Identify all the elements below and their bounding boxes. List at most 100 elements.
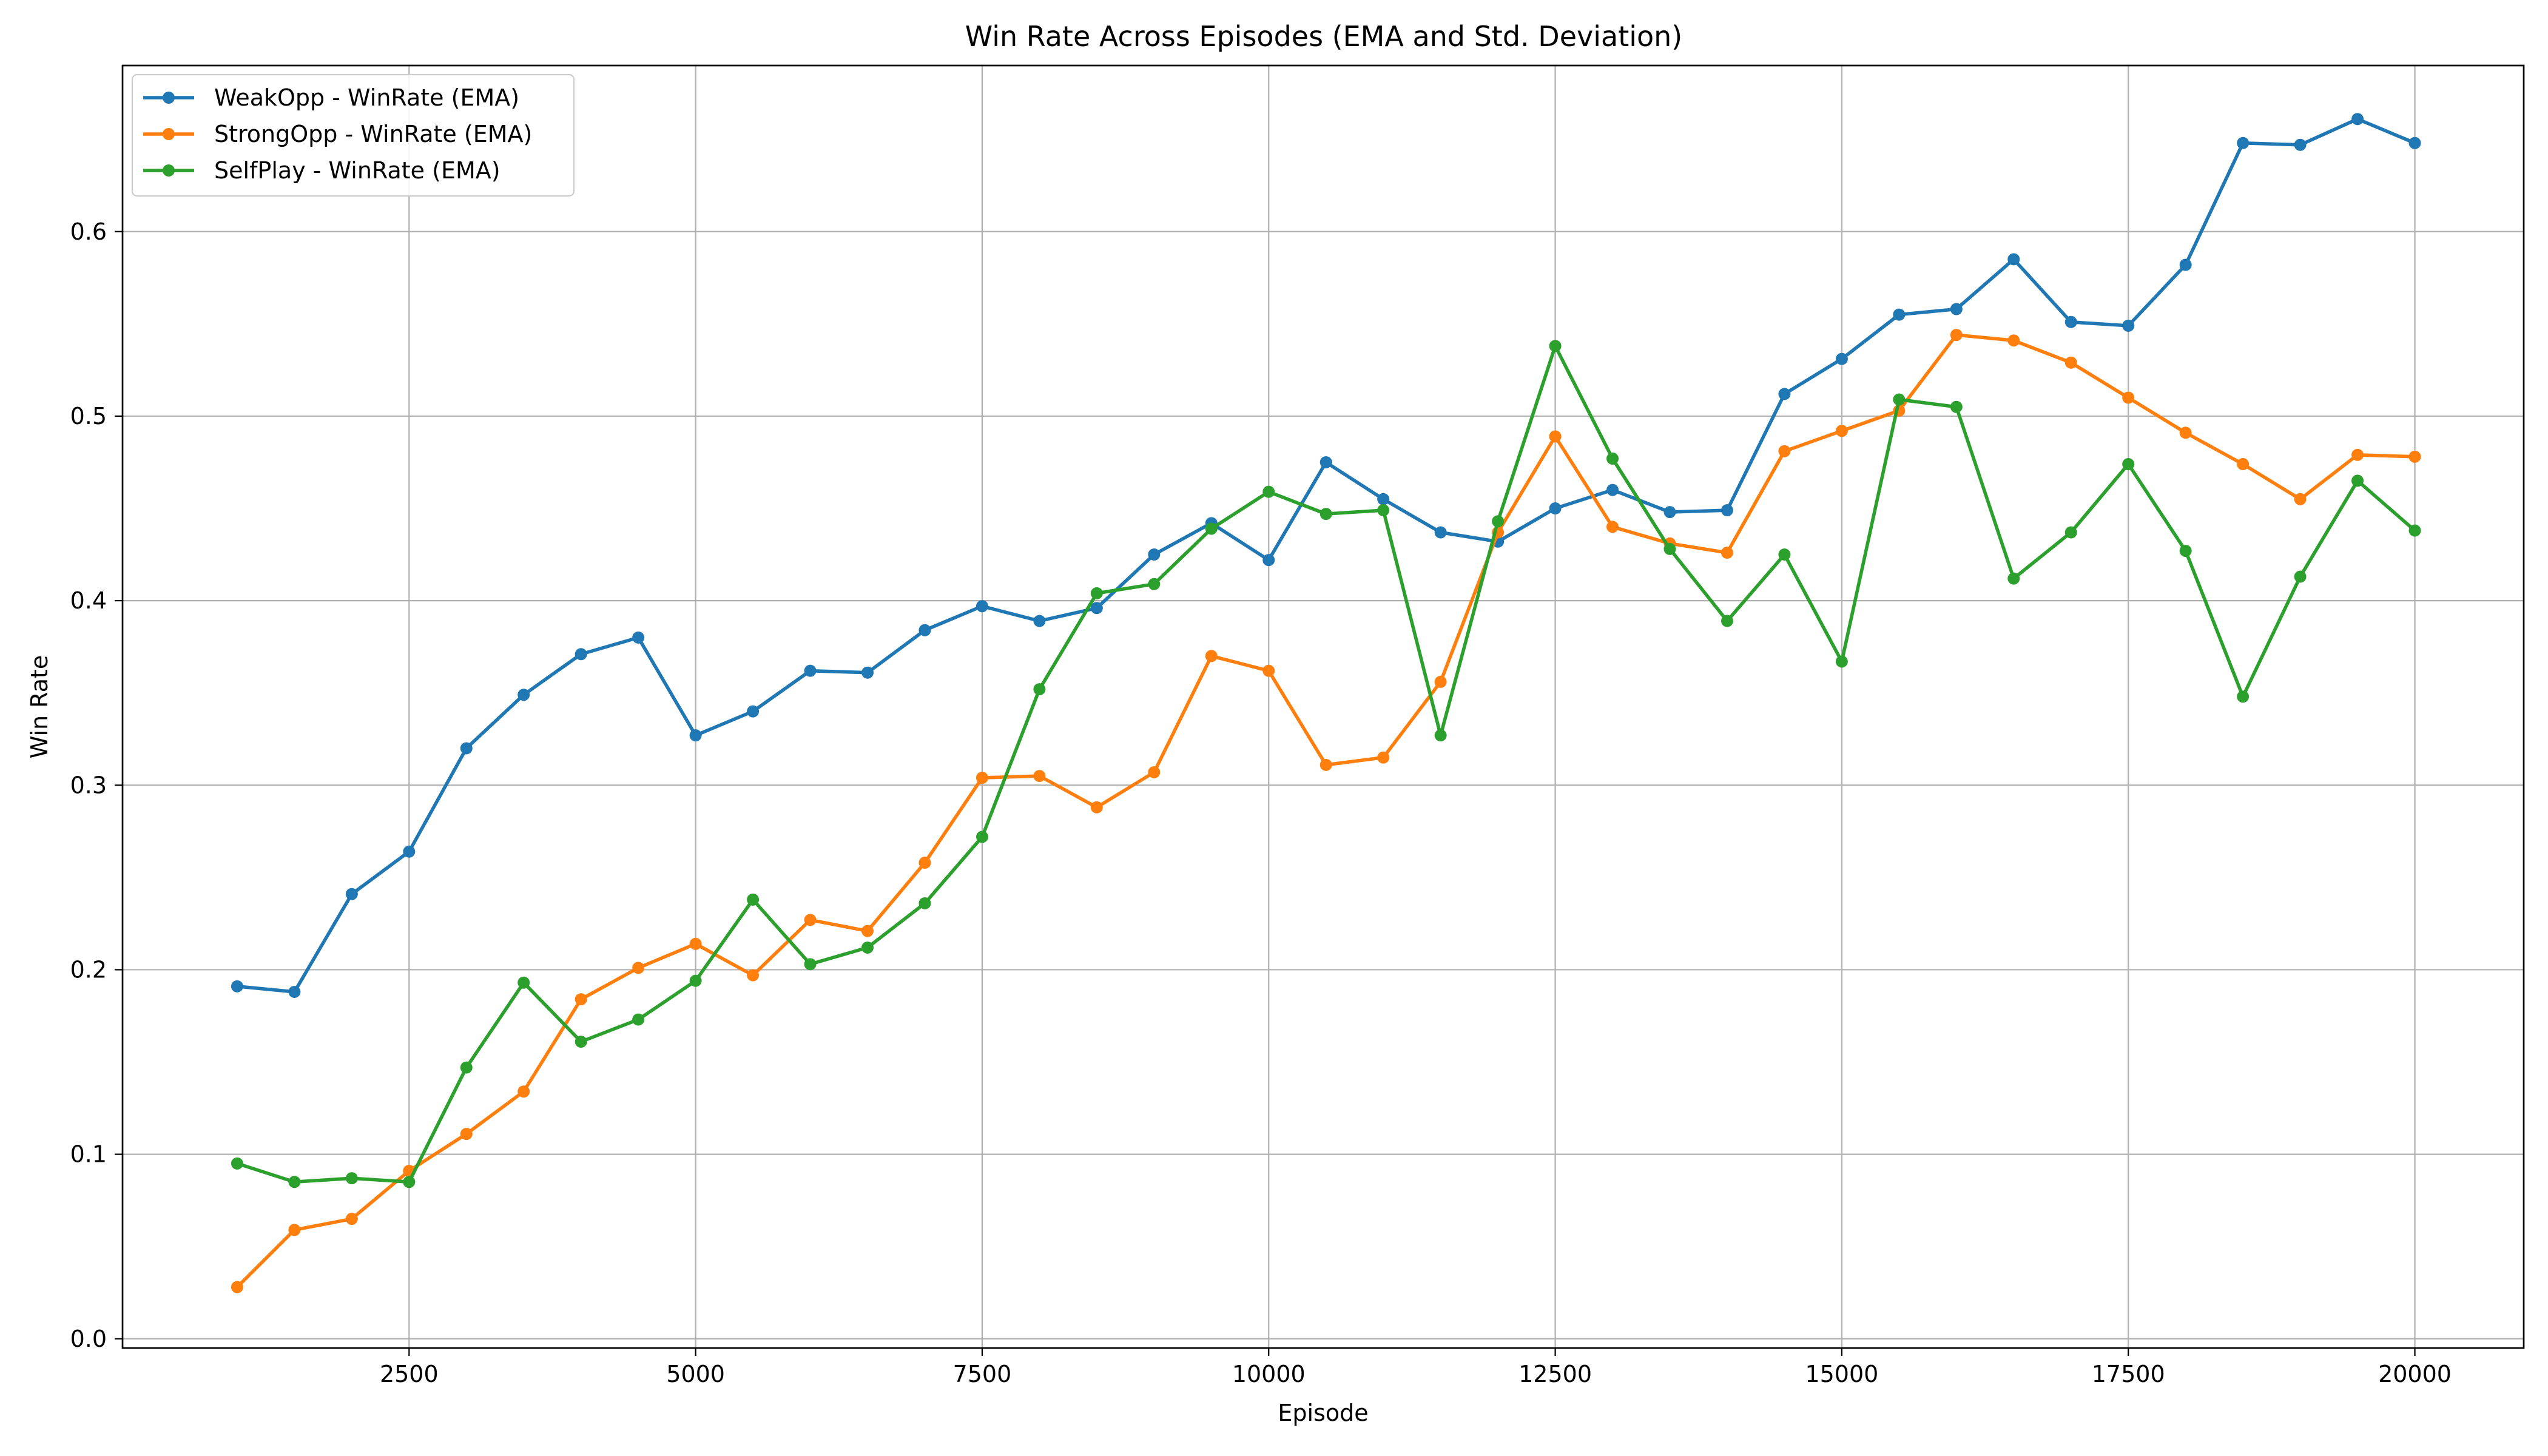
data-point <box>1950 400 1963 413</box>
data-point <box>345 888 358 900</box>
data-point <box>2351 113 2364 126</box>
data-point <box>517 689 530 701</box>
data-point <box>747 893 760 906</box>
data-point <box>1721 547 1733 559</box>
data-point <box>2122 391 2135 404</box>
data-point <box>1033 683 1046 696</box>
data-point <box>1950 329 1963 342</box>
data-point <box>2351 448 2364 461</box>
data-point <box>2064 356 2077 369</box>
data-point <box>1606 452 1619 465</box>
x-tick-label: 15000 <box>1805 1361 1878 1387</box>
legend-label: StrongOpp - WinRate (EMA) <box>214 121 532 147</box>
data-point <box>1778 548 1791 561</box>
y-tick-label: 0.2 <box>70 956 107 983</box>
data-point <box>1148 766 1161 778</box>
data-point <box>1148 578 1161 590</box>
x-tick-label: 12500 <box>1518 1361 1592 1387</box>
data-point <box>804 664 817 677</box>
data-point <box>1033 615 1046 627</box>
data-point <box>2007 334 2020 347</box>
data-point <box>2179 426 2192 439</box>
data-point <box>1893 393 1906 406</box>
data-point <box>1835 425 1848 437</box>
data-point <box>1090 602 1103 615</box>
data-point <box>976 600 988 613</box>
legend-swatch-marker <box>163 92 175 104</box>
data-point <box>861 666 874 679</box>
data-point <box>1663 506 1676 519</box>
data-point <box>976 831 988 843</box>
y-tick-label: 0.0 <box>70 1326 107 1352</box>
legend-swatch-marker <box>163 128 175 140</box>
data-point <box>2064 526 2077 539</box>
data-point <box>918 897 931 909</box>
data-point <box>1835 352 1848 365</box>
data-point <box>2179 258 2192 271</box>
y-axis-label: Win Rate <box>26 655 53 759</box>
data-point <box>1549 430 1562 443</box>
data-point <box>1090 801 1103 814</box>
data-point <box>1262 485 1275 498</box>
data-point <box>2007 572 2020 585</box>
x-tick-label: 20000 <box>2378 1361 2452 1387</box>
data-point <box>1148 548 1161 561</box>
data-point <box>460 742 473 755</box>
data-point <box>632 631 645 644</box>
y-tick-label: 0.5 <box>70 403 107 430</box>
data-point <box>288 1224 301 1236</box>
data-point <box>1663 542 1676 555</box>
data-point <box>460 1128 473 1141</box>
data-point <box>2237 136 2250 149</box>
series-layer <box>231 113 2421 1293</box>
legend-swatch-marker <box>163 164 175 177</box>
legend-item: SelfPlay - WinRate (EMA) <box>143 157 500 184</box>
data-point <box>804 914 817 926</box>
data-point <box>1434 675 1447 688</box>
legend-box <box>131 73 575 197</box>
data-point <box>1606 521 1619 533</box>
data-point <box>976 772 988 784</box>
data-point <box>345 1172 358 1185</box>
data-point <box>231 980 243 993</box>
y-tick-label: 0.6 <box>70 218 107 245</box>
data-point <box>517 976 530 989</box>
data-point <box>1778 445 1791 457</box>
data-point <box>1377 504 1390 517</box>
data-point <box>2351 474 2364 487</box>
data-point <box>2408 450 2421 463</box>
data-point <box>575 648 587 661</box>
data-point <box>747 705 760 718</box>
data-point <box>1434 526 1447 539</box>
data-point <box>1320 758 1332 771</box>
x-tick-label: 10000 <box>1232 1361 1306 1387</box>
legend-item: WeakOpp - WinRate (EMA) <box>143 84 519 111</box>
data-point <box>2237 690 2250 703</box>
data-point <box>1893 308 1906 321</box>
data-point <box>288 985 301 998</box>
legend-label: SelfPlay - WinRate (EMA) <box>214 157 500 184</box>
data-point <box>1950 303 1963 315</box>
data-point <box>575 993 587 1006</box>
data-point <box>689 937 702 950</box>
data-point <box>632 1013 645 1026</box>
data-point <box>1835 655 1848 668</box>
axis-ticks: 2500 5000 7500 10000 12500 15000 17500 20000 0.0… <box>70 218 2452 1387</box>
data-point <box>1205 522 1218 535</box>
data-point <box>1377 751 1390 764</box>
data-point <box>2237 458 2250 471</box>
data-point <box>747 969 760 982</box>
x-tick-label: 2500 <box>380 1361 439 1387</box>
y-tick-label: 0.4 <box>70 587 107 614</box>
data-point <box>2408 136 2421 149</box>
data-point <box>861 925 874 937</box>
data-point <box>345 1213 358 1225</box>
data-point <box>1320 508 1332 521</box>
data-point <box>1549 340 1562 352</box>
data-point <box>1262 664 1275 677</box>
data-point <box>517 1085 530 1098</box>
data-point <box>2122 319 2135 332</box>
data-point <box>689 974 702 987</box>
y-tick-label: 0.1 <box>70 1141 107 1168</box>
